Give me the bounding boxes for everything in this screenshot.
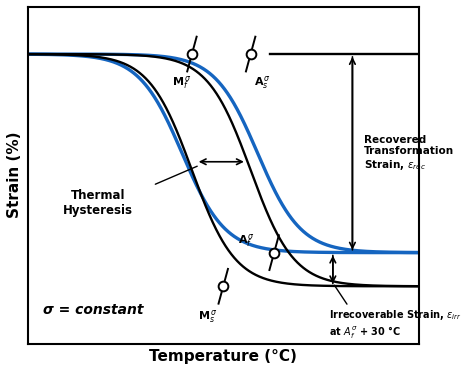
Text: σ = constant: σ = constant [43, 303, 144, 317]
Text: M$_s^{\,\sigma}$: M$_s^{\,\sigma}$ [198, 308, 218, 325]
X-axis label: Temperature (°C): Temperature (°C) [149, 349, 297, 364]
Y-axis label: Strain (%): Strain (%) [7, 132, 22, 219]
Text: Thermal
Hysteresis: Thermal Hysteresis [63, 189, 133, 217]
Text: M$_f^{\,\sigma}$: M$_f^{\,\sigma}$ [173, 74, 192, 91]
Text: A$_s^{\,\sigma}$: A$_s^{\,\sigma}$ [254, 74, 271, 91]
Text: A$_f^{\,\sigma}$: A$_f^{\,\sigma}$ [238, 232, 255, 249]
Text: Irrecoverable Strain, $\varepsilon_{irr}$
at $A_f^{\sigma}$ + 30 °C: Irrecoverable Strain, $\varepsilon_{irr}… [329, 308, 462, 340]
Text: Recovered
Transformation
Strain, $\varepsilon_{rec}$: Recovered Transformation Strain, $\varep… [364, 135, 454, 172]
